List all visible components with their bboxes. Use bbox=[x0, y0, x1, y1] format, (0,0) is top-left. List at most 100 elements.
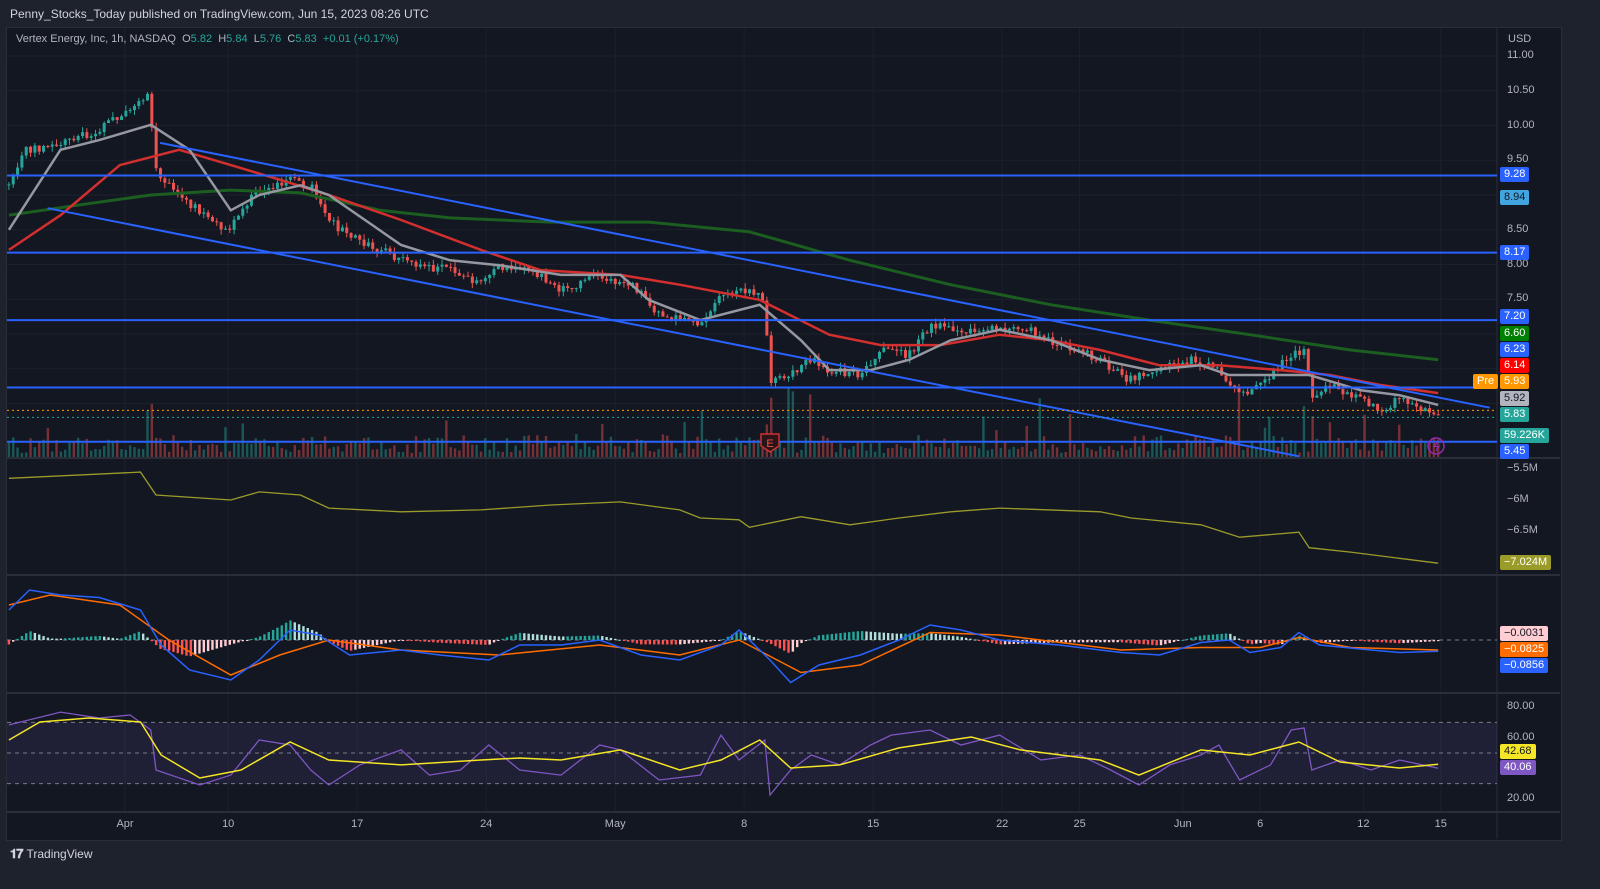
macd-histogram-bar bbox=[912, 633, 916, 640]
volume-bar bbox=[345, 444, 348, 457]
volume-bar bbox=[133, 447, 136, 457]
rsi-value-label[interactable]: 42.68 bbox=[1500, 744, 1536, 759]
price-label[interactable]: 6.23 bbox=[1500, 342, 1530, 357]
macd-histogram-bar bbox=[94, 636, 97, 640]
price-label[interactable]: 8.94 bbox=[1500, 190, 1530, 205]
candle bbox=[903, 350, 907, 358]
candle bbox=[761, 293, 765, 301]
price-label[interactable]: 9.28 bbox=[1500, 167, 1530, 182]
macd-histogram-bar bbox=[982, 640, 985, 642]
price-label[interactable]: 6.60 bbox=[1500, 326, 1530, 341]
rsi-tick-label: 20.00 bbox=[1507, 791, 1535, 804]
channel-upper-line bbox=[159, 141, 1490, 409]
candle bbox=[427, 264, 431, 267]
macd-histogram-bar bbox=[1207, 634, 1210, 640]
macd-histogram-bar bbox=[219, 640, 223, 648]
macd-value-label[interactable]: −0.0856 bbox=[1500, 658, 1549, 673]
volume-bar bbox=[860, 441, 864, 457]
rsi-value-label[interactable]: 40.06 bbox=[1500, 760, 1536, 775]
macd-histogram-bar bbox=[739, 631, 743, 640]
volume-bar bbox=[575, 434, 578, 457]
macd-histogram-bar bbox=[46, 637, 50, 640]
candle bbox=[1267, 379, 1271, 381]
open-value: 5.82 bbox=[190, 33, 213, 45]
volume-bar bbox=[319, 444, 322, 457]
ma200-line bbox=[8, 188, 1439, 362]
macd-histogram-bar bbox=[514, 634, 517, 640]
price-label[interactable]: 5.92 bbox=[1500, 391, 1530, 406]
price-label[interactable]: 5.83 bbox=[1500, 407, 1530, 422]
macd-value-label[interactable]: −0.0825 bbox=[1500, 642, 1549, 657]
symbol-name[interactable]: Vertex Energy, Inc, 1h, NASDAQ bbox=[16, 33, 176, 45]
candle bbox=[908, 350, 912, 358]
macd-value-label[interactable]: −0.0031 bbox=[1500, 626, 1549, 641]
brand-name[interactable]: TradingView bbox=[26, 847, 93, 861]
macd-histogram-bar bbox=[341, 640, 344, 648]
volume-bar bbox=[761, 448, 764, 457]
macd-histogram-bar bbox=[990, 640, 994, 643]
macd-histogram-bar bbox=[445, 640, 448, 644]
macd-histogram-bar bbox=[1073, 640, 1076, 643]
macd-histogram-bar bbox=[1255, 640, 1258, 644]
volume-bar bbox=[1129, 448, 1132, 457]
candle bbox=[193, 204, 197, 209]
macd-histogram-bar bbox=[1077, 640, 1080, 643]
macd-histogram-bar bbox=[72, 637, 76, 640]
macd-histogram-bar bbox=[1003, 640, 1007, 645]
obv-value-label[interactable]: −7.024M bbox=[1500, 555, 1552, 570]
candle bbox=[947, 326, 951, 328]
volume-bar bbox=[536, 435, 539, 457]
candle bbox=[683, 317, 687, 321]
macd-histogram-bar bbox=[1337, 640, 1340, 642]
volume-bar bbox=[267, 446, 270, 457]
candle bbox=[1085, 350, 1089, 353]
price-label[interactable]: 7.20 bbox=[1500, 309, 1530, 324]
volume-bar bbox=[263, 439, 266, 457]
macd-histogram-bar bbox=[661, 640, 665, 645]
macd-histogram-bar bbox=[115, 638, 119, 640]
volume-bar bbox=[713, 451, 717, 457]
volume-bar bbox=[752, 439, 756, 457]
price-label[interactable]: 6.14 bbox=[1500, 358, 1530, 373]
price-label[interactable]: 8.17 bbox=[1500, 245, 1530, 260]
price-label[interactable]: 5.45 bbox=[1500, 444, 1530, 459]
candle bbox=[345, 227, 349, 234]
macd-histogram-bar bbox=[362, 640, 366, 648]
candle bbox=[700, 322, 704, 326]
macd-histogram-bar bbox=[1068, 640, 1072, 643]
candle bbox=[886, 347, 890, 349]
macd-histogram-bar bbox=[215, 640, 219, 649]
macd-histogram-bar bbox=[332, 640, 335, 644]
price-label[interactable]: 5.93 bbox=[1500, 374, 1530, 389]
volume-bar bbox=[869, 443, 873, 457]
macd-histogram-bar bbox=[141, 633, 145, 640]
volume-bar bbox=[1302, 406, 1306, 457]
volume-bar bbox=[397, 451, 400, 457]
candle bbox=[210, 216, 214, 222]
macd-histogram-bar bbox=[1038, 640, 1041, 644]
price-label[interactable]: 59.226K bbox=[1500, 428, 1549, 443]
candle bbox=[215, 221, 219, 223]
chart-area[interactable] bbox=[6, 27, 1562, 841]
candle bbox=[574, 288, 578, 290]
macd-histogram-bar bbox=[38, 634, 41, 640]
volume-bar bbox=[653, 451, 656, 457]
candle bbox=[444, 264, 448, 267]
volume-bar bbox=[172, 435, 175, 457]
time-tick-label: 15 bbox=[867, 818, 880, 830]
candle bbox=[1228, 381, 1232, 386]
volume-bar bbox=[852, 446, 855, 457]
lightning-circle bbox=[1427, 437, 1445, 455]
macd-histogram-bar bbox=[1133, 640, 1137, 644]
macd-histogram-bar bbox=[1172, 640, 1176, 643]
candle bbox=[1410, 403, 1414, 405]
candle bbox=[605, 278, 609, 281]
macd-histogram-bar bbox=[943, 634, 946, 640]
candle bbox=[1103, 357, 1107, 361]
candle bbox=[440, 264, 444, 267]
candle bbox=[128, 110, 132, 112]
volume-bar bbox=[393, 445, 396, 457]
volume-bar bbox=[388, 448, 392, 457]
macd-histogram-bar bbox=[1103, 640, 1106, 643]
